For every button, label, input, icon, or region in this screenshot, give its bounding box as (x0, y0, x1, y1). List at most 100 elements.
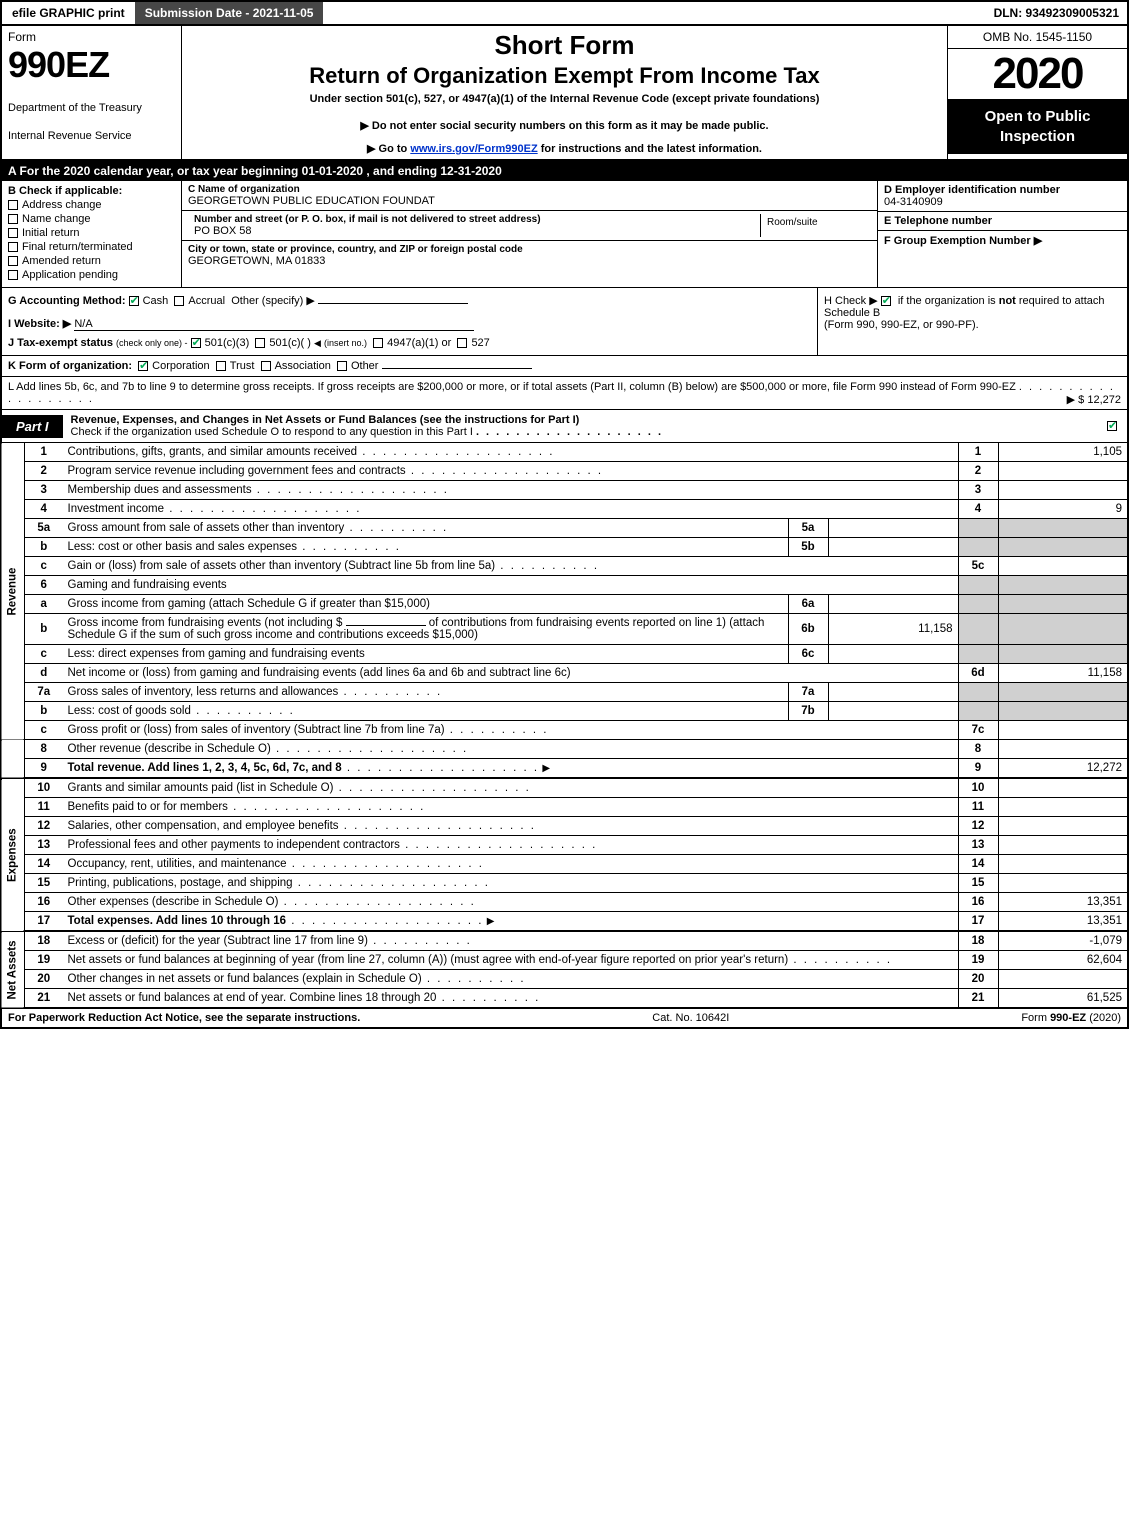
chk-accrual[interactable] (174, 296, 184, 306)
ln21-rn: 21 (958, 989, 998, 1008)
chk-amended-return[interactable] (8, 256, 18, 266)
dots (400, 839, 597, 851)
ln7c-val (998, 721, 1128, 740)
ln5a-sv (828, 519, 958, 538)
ln5a-grey (958, 519, 998, 538)
dots (228, 801, 425, 813)
dots (191, 705, 295, 717)
chk-name-change[interactable] (8, 214, 18, 224)
ln20-num: 20 (25, 970, 63, 989)
ln7a-sb: 7a (788, 683, 828, 702)
chk-trust[interactable] (216, 361, 226, 371)
lbl-other-specify: Other (specify) ▶ (231, 295, 315, 307)
dots (788, 954, 892, 966)
chk-501c[interactable] (255, 338, 265, 348)
ln6b-blank[interactable] (346, 625, 426, 626)
sidelabel-netassets: Net Assets (1, 932, 25, 1008)
lbl-association: Association (275, 360, 331, 372)
chk-schedule-o[interactable] (1107, 421, 1117, 431)
accounting-method: G Accounting Method: Cash Accrual Other … (8, 294, 811, 307)
city-block: City or town, state or province, country… (182, 241, 877, 270)
other-specify-field[interactable] (318, 303, 468, 304)
col-b-title: B Check if applicable: (8, 185, 175, 197)
ln14-val (998, 855, 1128, 874)
lbl-amended-return: Amended return (22, 255, 101, 267)
g-label: G Accounting Method: (8, 295, 126, 307)
ln13-num: 13 (25, 836, 63, 855)
dots (297, 541, 401, 553)
ln17-desc: Total expenses. Add lines 10 through 16 (68, 915, 287, 927)
ln6b-grey2 (998, 614, 1128, 645)
lbl-name-change: Name change (22, 213, 91, 225)
sidelabel-revenue: Revenue (1, 443, 25, 740)
ln16-rn: 16 (958, 893, 998, 912)
chk-final-return[interactable] (8, 242, 18, 252)
top-bar: efile GRAPHIC print Submission Date - 20… (0, 0, 1129, 26)
goto-post: for instructions and the latest informat… (538, 143, 762, 155)
ln5b-desc: Less: cost or other basis and sales expe… (68, 541, 298, 553)
chk-527[interactable] (457, 338, 467, 348)
col-d-ein: D Employer identification number 04-3140… (877, 181, 1127, 287)
lbl-corporation: Corporation (152, 360, 209, 372)
lbl-insert-no: (insert no.) (324, 338, 367, 348)
ln17-val: 13,351 (998, 912, 1128, 932)
footer-right-post: (2020) (1086, 1012, 1121, 1024)
info-grid: B Check if applicable: Address change Na… (0, 181, 1129, 288)
dots (406, 465, 603, 477)
l-text: L Add lines 5b, 6c, and 7b to line 9 to … (8, 381, 1016, 393)
ln11-rn: 11 (958, 798, 998, 817)
ln7b-desc: Less: cost of goods sold (68, 705, 191, 717)
lbl-initial-return: Initial return (22, 227, 79, 239)
chk-other-org[interactable] (337, 361, 347, 371)
dots (287, 858, 484, 870)
col-b-checkboxes: B Check if applicable: Address change Na… (2, 181, 182, 287)
ln1-desc: Contributions, gifts, grants, and simila… (68, 446, 358, 458)
ln3-num: 3 (25, 481, 63, 500)
header-left: Form 990EZ Department of the Treasury In… (2, 26, 182, 159)
ssn-warning: ▶ Do not enter social security numbers o… (190, 119, 939, 132)
group-label: F Group Exemption Number ▶ (884, 234, 1121, 247)
chk-application-pending[interactable] (8, 270, 18, 280)
irs-link[interactable]: www.irs.gov/Form990EZ (410, 143, 537, 155)
chk-address-change[interactable] (8, 200, 18, 210)
chk-4947[interactable] (373, 338, 383, 348)
part1-check-o-box (1101, 420, 1127, 432)
chk-initial-return[interactable] (8, 228, 18, 238)
form-word: Form (8, 30, 175, 44)
ln2-val (998, 462, 1128, 481)
ln6b-num: b (25, 614, 63, 645)
ln9-desc: Total revenue. Add lines 1, 2, 3, 4, 5c,… (68, 762, 342, 774)
ln13-rn: 13 (958, 836, 998, 855)
chk-h-not-required[interactable] (881, 296, 891, 306)
sidelabel-expenses: Expenses (1, 779, 25, 931)
dots (293, 877, 490, 889)
lbl-application-pending: Application pending (22, 269, 118, 281)
ln5b-num: b (25, 538, 63, 557)
part1-title-text: Revenue, Expenses, and Changes in Net As… (71, 414, 580, 426)
ln8-val (998, 740, 1128, 759)
footer-right-pre: Form (1021, 1012, 1050, 1024)
ln18-num: 18 (25, 932, 63, 951)
city-value: GEORGETOWN, MA 01833 (188, 255, 871, 267)
chk-corporation[interactable] (138, 361, 148, 371)
ln7a-sv (828, 683, 958, 702)
h-text4: (Form 990, 990-EZ, or 990-PF). (824, 319, 979, 331)
chk-association[interactable] (261, 361, 271, 371)
chk-501c3[interactable] (191, 338, 201, 348)
ln5b-sv (828, 538, 958, 557)
ln3-desc: Membership dues and assessments (68, 484, 252, 496)
ln6c-desc: Less: direct expenses from gaming and fu… (63, 645, 789, 664)
chk-cash[interactable] (129, 296, 139, 306)
ln6-desc: Gaming and fundraising events (63, 576, 959, 595)
ln11-num: 11 (25, 798, 63, 817)
ln6d-val: 11,158 (998, 664, 1128, 683)
efile-print-button[interactable]: efile GRAPHIC print (2, 2, 135, 24)
lbl-address-change: Address change (22, 199, 102, 211)
ln16-num: 16 (25, 893, 63, 912)
form-header: Form 990EZ Department of the Treasury In… (0, 26, 1129, 161)
ln5a-sb: 5a (788, 519, 828, 538)
other-org-field[interactable] (382, 368, 532, 369)
tax-year: 2020 (948, 49, 1127, 99)
dept-irs: Internal Revenue Service (8, 130, 175, 142)
k-line: K Form of organization: Corporation Trus… (0, 356, 1129, 377)
